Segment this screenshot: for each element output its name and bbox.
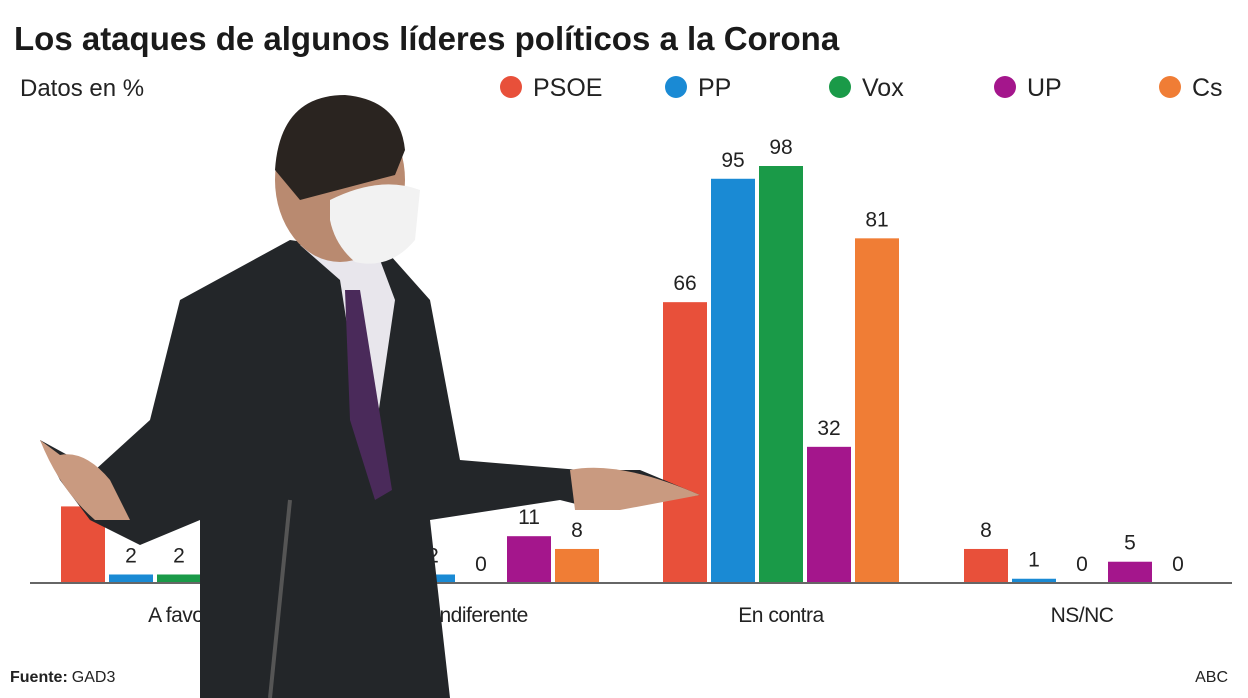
data-label: 8 xyxy=(571,519,583,542)
category-label: Indiferente xyxy=(434,604,528,627)
data-label: 95 xyxy=(721,149,744,172)
data-label: 1 xyxy=(1028,549,1040,572)
credit: ABC xyxy=(1195,669,1228,686)
legend-label-pp: PP xyxy=(698,74,731,102)
chart-subtitle: Datos en % xyxy=(20,75,144,102)
legend-label-psoe: PSOE xyxy=(533,74,602,102)
data-label: 2 xyxy=(173,544,185,567)
source-label: Fuente: GAD3 xyxy=(10,669,115,686)
bar-cs-1 xyxy=(555,548,599,583)
data-label: 11 xyxy=(518,506,540,529)
bar-pp-3 xyxy=(1012,578,1056,583)
bar-up-2 xyxy=(807,446,851,583)
bar-up-3 xyxy=(1108,561,1152,583)
photo-politician xyxy=(40,95,700,698)
legend-marker-cs xyxy=(1159,76,1181,98)
legend-marker-up xyxy=(994,76,1016,98)
data-label: 66 xyxy=(673,272,696,295)
source-value: GAD3 xyxy=(72,669,116,686)
category-label: En contra xyxy=(738,604,824,627)
data-label: 0 xyxy=(1172,553,1184,576)
bar-psoe-2 xyxy=(663,302,707,583)
bar-cs-2 xyxy=(855,238,899,583)
data-label: 32 xyxy=(817,417,840,440)
bar-psoe-3 xyxy=(964,548,1008,583)
data-label: 0 xyxy=(475,553,487,576)
legend-marker-vox xyxy=(829,76,851,98)
bar-pp-2 xyxy=(711,178,755,583)
bar-vox-2 xyxy=(759,166,803,583)
bar-up-1 xyxy=(507,536,551,583)
chart-title: Los ataques de algunos líderes políticos… xyxy=(14,20,840,57)
legend-marker-pp xyxy=(665,76,687,98)
source-prefix: Fuente: xyxy=(10,669,68,686)
legend-marker-psoe xyxy=(500,76,522,98)
legend-label-up: UP xyxy=(1027,74,1062,102)
data-label: 98 xyxy=(769,136,792,159)
data-label: 0 xyxy=(1076,553,1088,576)
legend-label-cs: Cs xyxy=(1192,74,1223,102)
category-label: A favor xyxy=(148,604,210,627)
data-label: 5 xyxy=(1124,532,1136,555)
bar-vox-0 xyxy=(157,574,201,583)
data-label: 81 xyxy=(865,208,888,231)
data-label: 2 xyxy=(125,544,137,567)
data-label: 8 xyxy=(980,519,992,542)
category-label: NS/NC xyxy=(1051,604,1114,627)
legend-label-vox: Vox xyxy=(862,74,904,102)
bar-pp-0 xyxy=(109,574,153,583)
